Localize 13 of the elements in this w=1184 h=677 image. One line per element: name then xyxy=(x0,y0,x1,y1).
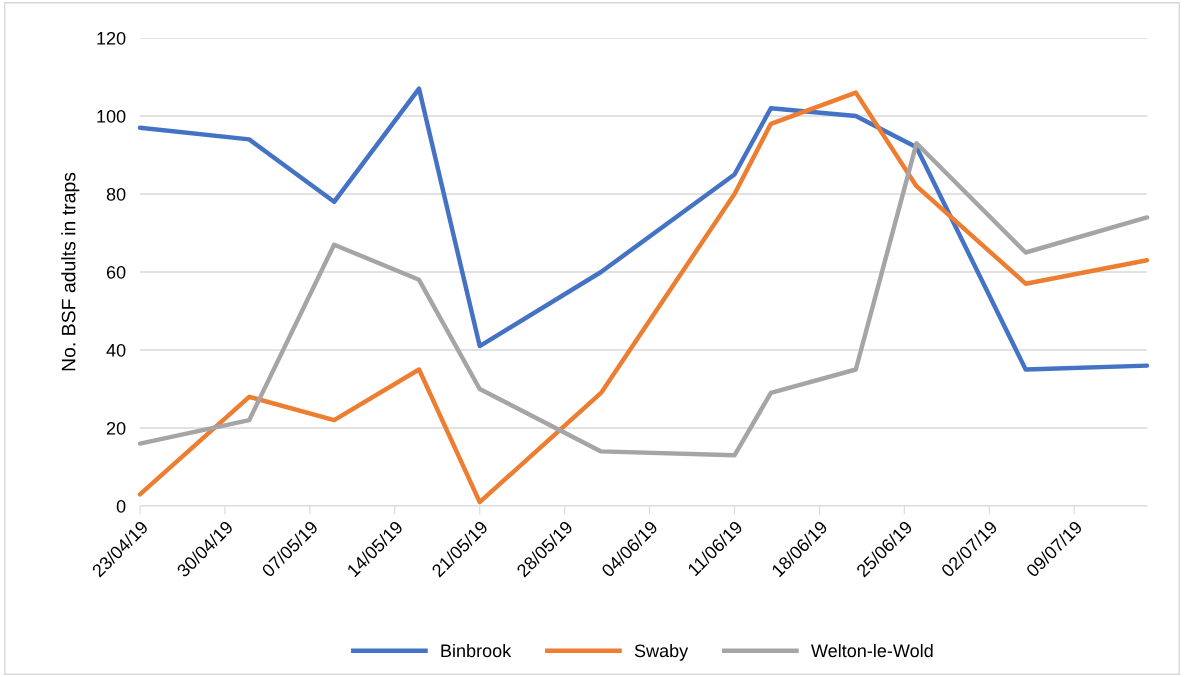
legend-label: Welton-le-Wold xyxy=(811,643,933,658)
y-axis-title: No. BSF adults in traps xyxy=(61,172,80,371)
line-series xyxy=(137,86,1150,372)
y-tick-label: 80 xyxy=(106,187,126,201)
y-tick-label: 0 xyxy=(116,499,126,513)
y-tick-label: 60 xyxy=(106,265,126,279)
y-tick-label: 20 xyxy=(106,421,126,435)
y-tick-label: 100 xyxy=(97,109,126,123)
line-series xyxy=(137,141,1150,458)
y-tick-label: 120 xyxy=(97,31,126,45)
legend-label: Swaby xyxy=(634,643,689,661)
legend-label: Binbrook xyxy=(441,643,512,658)
y-tick-label: 40 xyxy=(106,343,126,357)
